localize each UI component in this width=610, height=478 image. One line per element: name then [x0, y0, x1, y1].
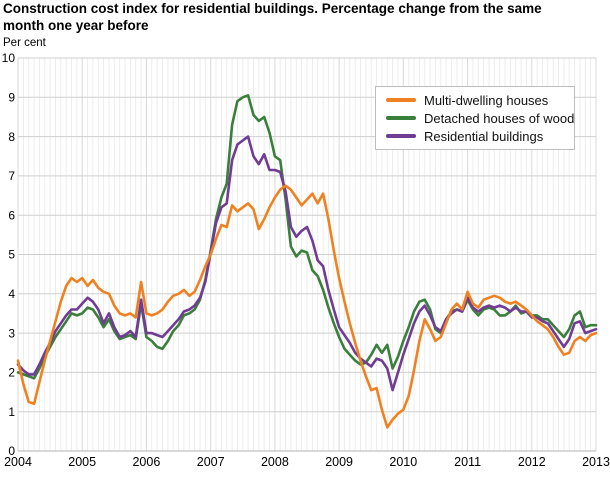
y-tick-label: 8 [8, 130, 15, 144]
y-tick-label: 1 [8, 405, 15, 419]
y-tick-label: 9 [8, 91, 15, 105]
y-axis-unit-label: Per cent [3, 37, 46, 49]
y-tick-label: 0 [8, 444, 15, 458]
y-tick-label: 6 [8, 208, 15, 222]
y-tick-label: 3 [8, 326, 15, 340]
x-tick-label: 2005 [68, 455, 96, 469]
legend-item: Multi-dwelling houses [386, 93, 566, 108]
x-tick-label: 2013 [582, 455, 610, 469]
x-tick-label: 2009 [325, 455, 353, 469]
legend-item: Residential buildings [386, 129, 566, 144]
legend-label: Residential buildings [424, 128, 544, 144]
legend-line-swatch [386, 134, 416, 138]
series-line-detached-houses-of-wood [16, 94, 598, 380]
series-line-residential-buildings [16, 135, 598, 392]
x-tick-label: 2012 [518, 455, 546, 469]
legend-line-swatch [386, 98, 416, 102]
x-tick-label: 2011 [454, 455, 481, 469]
x-tick-label: 2006 [132, 455, 160, 469]
y-tick-label: 2 [8, 366, 15, 380]
y-tick-label: 4 [8, 287, 15, 301]
y-tick-label: 10 [2, 51, 16, 65]
chart-title: Construction cost index for residential … [3, 1, 542, 33]
series-line-multi-dwelling-houses [16, 184, 598, 429]
chart-legend: Multi-dwelling houses Detached houses of … [375, 86, 575, 150]
x-tick-label: 2007 [197, 455, 225, 469]
legend-label: Detached houses of wood [424, 110, 575, 126]
x-tick-label: 2008 [261, 455, 289, 469]
y-tick-label: 5 [8, 248, 15, 262]
legend-line-swatch [386, 116, 416, 120]
legend-label: Multi-dwelling houses [424, 92, 549, 108]
legend-item: Detached houses of wood [386, 111, 574, 126]
x-tick-label: 2010 [389, 455, 417, 469]
x-tick-label: 2004 [4, 455, 32, 469]
y-tick-label: 7 [8, 169, 15, 183]
